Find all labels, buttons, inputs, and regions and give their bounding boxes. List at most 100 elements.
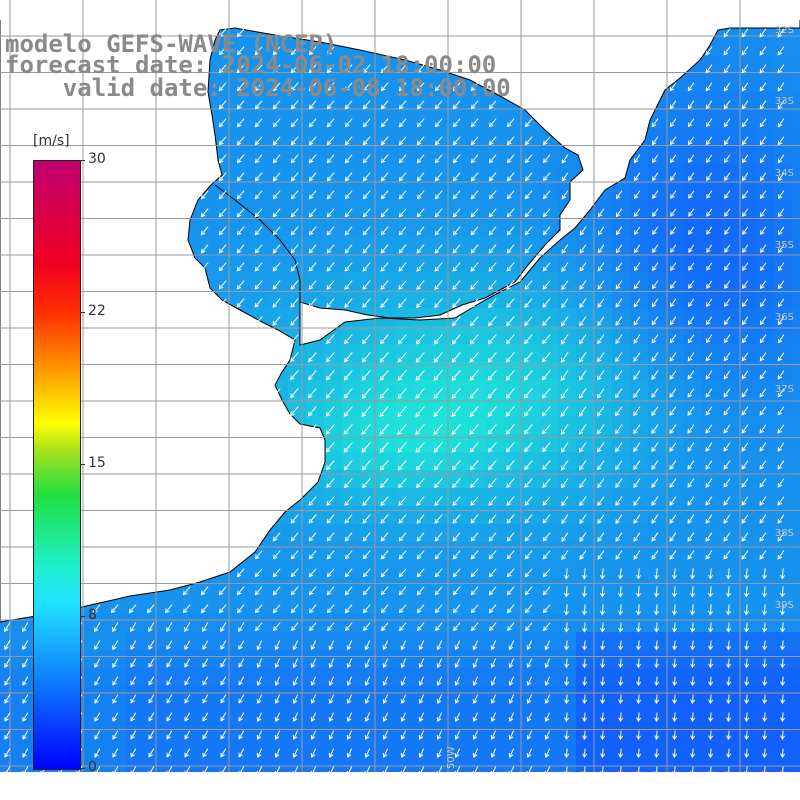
wind-arrow-head bbox=[307, 429, 313, 435]
wind-arrow-shaft bbox=[546, 766, 551, 772]
wind-speed-cell bbox=[702, 182, 720, 200]
wind-arrow-shaft bbox=[542, 262, 551, 272]
wind-arrow-shaft bbox=[545, 730, 551, 740]
wind-arrow-head bbox=[416, 140, 422, 146]
wind-arrow-shaft bbox=[399, 172, 407, 181]
wind-speed-cell bbox=[720, 434, 738, 452]
wind-arrow-shaft bbox=[474, 766, 479, 772]
wind-arrow-head bbox=[690, 645, 696, 651]
wind-arrow-head bbox=[272, 284, 278, 290]
wind-arrow-head bbox=[597, 537, 602, 542]
wind-arrow-head bbox=[651, 338, 657, 344]
wind-arrow-shaft bbox=[219, 190, 227, 199]
wind-arrow-shaft bbox=[293, 676, 299, 686]
wind-speed-cell bbox=[270, 182, 288, 200]
wind-speed-cell bbox=[540, 452, 558, 470]
wind-arrow-shaft bbox=[619, 640, 622, 650]
wind-speed-cell bbox=[468, 488, 486, 506]
wind-speed-cell bbox=[612, 488, 630, 506]
wind-arrow-head bbox=[292, 699, 298, 704]
wind-arrow-head bbox=[218, 266, 224, 272]
wind-speed-cell bbox=[432, 344, 450, 362]
wind-arrow-shaft bbox=[687, 442, 695, 452]
wind-arrow-shaft bbox=[724, 136, 731, 145]
wind-speed-cell bbox=[630, 290, 648, 308]
wind-arrow-shaft bbox=[398, 262, 407, 272]
wind-speed-cell bbox=[486, 380, 504, 398]
wind-arrow-shaft bbox=[383, 676, 389, 686]
wind-arrow-head bbox=[523, 339, 529, 345]
wind-arrow-shaft bbox=[633, 424, 641, 434]
wind-arrow-shaft bbox=[309, 118, 317, 127]
wind-arrow-shaft bbox=[417, 100, 425, 109]
wind-arrow-head bbox=[362, 590, 368, 596]
wind-arrow-head bbox=[724, 194, 729, 199]
wind-arrow-head bbox=[506, 465, 511, 471]
wind-speed-cell bbox=[684, 452, 702, 470]
wind-arrow-shaft bbox=[688, 226, 695, 235]
wind-arrow-head bbox=[254, 554, 260, 560]
wind-speed-cell bbox=[432, 434, 450, 452]
wind-arrow-shaft bbox=[507, 226, 515, 236]
wind-arrow-shaft bbox=[255, 118, 263, 127]
wind-speed-cell bbox=[666, 758, 684, 772]
wind-arrow-shaft bbox=[616, 208, 623, 217]
wind-speed-cell bbox=[324, 200, 342, 218]
wind-arrow-head bbox=[777, 68, 783, 74]
wind-speed-cell bbox=[486, 182, 504, 200]
wind-arrow-head bbox=[705, 554, 710, 560]
wind-arrow-head bbox=[470, 518, 476, 524]
wind-arrow-shaft bbox=[361, 424, 371, 435]
wind-arrow-shaft bbox=[777, 460, 785, 470]
wind-speed-cell bbox=[594, 398, 612, 416]
wind-speed-cell bbox=[504, 596, 522, 614]
wind-arrow-head bbox=[470, 266, 476, 272]
wind-speed-cell bbox=[360, 200, 378, 218]
wind-arrow-shaft bbox=[705, 532, 713, 542]
wind-arrow-shaft bbox=[745, 604, 748, 615]
wind-arrow-shaft bbox=[381, 172, 389, 181]
wind-arrow-head bbox=[416, 608, 422, 614]
wind-arrow-shaft bbox=[488, 460, 497, 470]
wind-arrow-shaft bbox=[527, 730, 533, 740]
wind-arrow-head bbox=[524, 230, 530, 236]
wind-arrow-head bbox=[687, 104, 693, 110]
wind-arrow-head bbox=[94, 627, 99, 633]
wind-arrow-shaft bbox=[760, 298, 767, 307]
wind-arrow-head bbox=[326, 266, 332, 272]
wind-speed-cell bbox=[684, 344, 702, 362]
wind-arrow-head bbox=[22, 645, 27, 651]
wind-arrow-head bbox=[564, 699, 570, 705]
wind-arrow-shaft bbox=[777, 532, 785, 542]
wind-speed-cell bbox=[378, 578, 396, 596]
wind-arrow-shaft bbox=[489, 586, 497, 595]
wind-speed-cell bbox=[342, 326, 360, 344]
wind-arrow-shaft bbox=[130, 676, 137, 686]
wind-arrow-head bbox=[434, 554, 440, 560]
wind-arrow-shaft bbox=[633, 406, 641, 416]
wind-arrow-head bbox=[434, 536, 440, 542]
wind-arrow-shaft bbox=[777, 442, 785, 452]
wind-arrow-head bbox=[290, 321, 295, 326]
wind-arrow-shaft bbox=[542, 496, 551, 506]
wind-arrow-shaft bbox=[670, 262, 677, 271]
wind-arrow-shaft bbox=[615, 316, 623, 326]
wind-arrow-head bbox=[364, 753, 370, 758]
wind-arrow-head bbox=[651, 284, 657, 290]
wind-arrow-shaft bbox=[777, 352, 785, 361]
wind-speed-cell bbox=[504, 128, 522, 146]
wind-arrow-head bbox=[780, 645, 786, 651]
wind-arrow-head bbox=[670, 248, 675, 253]
wind-speed-cell bbox=[504, 488, 522, 506]
wind-arrow-shaft bbox=[272, 388, 281, 398]
wind-arrow-head bbox=[218, 284, 224, 290]
wind-speed-cell bbox=[684, 326, 702, 344]
wind-speed-cell bbox=[468, 614, 486, 632]
wind-arrow-shaft bbox=[345, 190, 353, 199]
wind-arrow-head bbox=[433, 394, 439, 400]
wind-arrow-shaft bbox=[381, 190, 389, 199]
wind-speed-cell bbox=[378, 758, 396, 772]
wind-arrow-shaft bbox=[777, 550, 785, 560]
wind-arrow-shaft bbox=[380, 244, 389, 254]
wind-speed-cell bbox=[360, 398, 378, 416]
